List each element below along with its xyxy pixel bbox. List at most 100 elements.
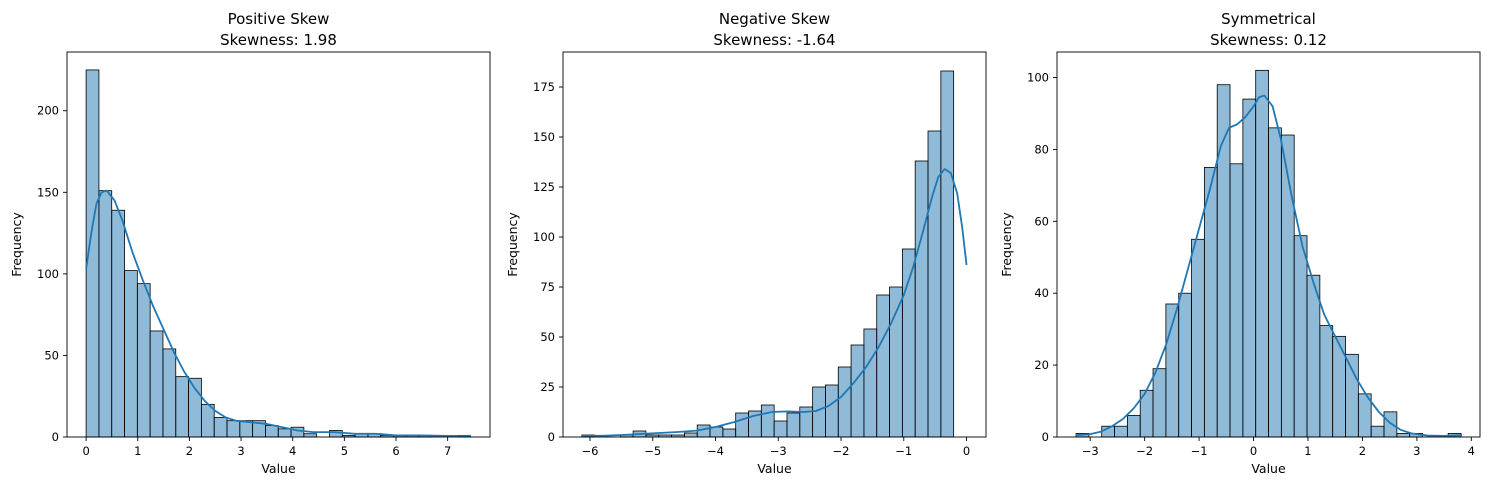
histogram-bars: [85, 69, 471, 438]
x-tick-label: −2: [833, 444, 850, 458]
x-tick-label: −4: [707, 444, 724, 458]
histogram-bar: [684, 432, 698, 438]
histogram-bar: [1293, 235, 1308, 438]
chart-panel-1: Positive Skew Skewness: 1.98 0 1 2 3 4 5 6 7 0 50 10…: [9, 10, 491, 476]
x-tick-label: −6: [582, 444, 599, 458]
x-tick-label: 4: [1468, 444, 1475, 458]
x-tick-label: −3: [1082, 444, 1099, 458]
x-tick-label: 0: [963, 444, 970, 458]
y-tick-label: 40: [1034, 286, 1049, 300]
histogram-bar: [735, 412, 749, 438]
chart-panel-2: Negative Skew Skewness: -1.64 −6 −5 −4 −3 −2 −1…: [505, 10, 987, 476]
y-tick-label: 175: [533, 80, 555, 94]
histogram-bar: [850, 344, 865, 438]
histogram-bar: [773, 420, 788, 438]
y-tick-label: 100: [1027, 71, 1049, 85]
y-tick-label: 50: [540, 330, 555, 344]
histogram-bar: [786, 412, 801, 438]
histogram-bar: [901, 248, 916, 438]
chart-title: Negative Skew: [719, 10, 830, 28]
histogram-bar: [1345, 353, 1359, 438]
y-tick-label: 100: [37, 267, 59, 281]
chart-subtitle: Skewness: 0.12: [1210, 31, 1327, 49]
histogram-bar: [876, 294, 890, 438]
y-tick-label: 20: [1034, 358, 1049, 372]
x-tick-label: −1: [1191, 444, 1208, 458]
histogram-bar: [226, 420, 241, 438]
histogram-bar: [889, 286, 903, 438]
x-tick-label: 3: [1413, 444, 1420, 458]
x-tick-label: 3: [237, 444, 244, 458]
chart-panel-3: Symmetrical Skewness: 0.12 −3 −2 −1 0 1 2 3 40 20 4…: [999, 10, 1481, 476]
histogram-bar: [1255, 69, 1269, 438]
y-tick-label: 200: [37, 104, 59, 118]
histogram-bar: [303, 433, 318, 438]
x-tick-label: 2: [1359, 444, 1366, 458]
x-tick-label: 1: [1304, 444, 1311, 458]
chart-title: Symmetrical: [1221, 10, 1316, 28]
histogram-bar: [1178, 292, 1192, 438]
y-tick-label: 0: [1042, 430, 1049, 444]
histogram-bar: [722, 428, 737, 438]
x-tick-label: 1: [134, 444, 141, 458]
histogram-bar: [1268, 127, 1282, 438]
histogram-bar: [136, 283, 151, 438]
x-axis-label: Value: [261, 461, 296, 476]
histogram-bar: [124, 270, 138, 438]
y-axis-label: Frequency: [999, 212, 1014, 277]
y-tick-label: 125: [533, 180, 555, 194]
histogram-bar: [98, 190, 113, 438]
chart-subtitle: Skewness: 1.98: [220, 31, 337, 49]
kde-line: [581, 168, 968, 437]
x-tick-label: 2: [186, 444, 193, 458]
histogram-bar: [863, 328, 878, 438]
y-axis-label: Frequency: [505, 212, 520, 277]
histogram-bar: [265, 425, 279, 438]
y-tick-label: 150: [533, 130, 555, 144]
histogram-bars: [581, 70, 955, 438]
histogram-bar: [162, 348, 177, 438]
x-tick-label: −5: [644, 444, 661, 458]
y-tick-label: 0: [52, 430, 59, 444]
histogram-bar: [1126, 415, 1141, 438]
x-tick-label: 5: [341, 444, 348, 458]
histogram-bar: [1319, 325, 1334, 438]
x-axis-label: Value: [757, 461, 792, 476]
histogram-bar: [837, 366, 852, 438]
y-tick-label: 100: [533, 230, 555, 244]
histogram-bar: [1216, 84, 1231, 438]
x-tick-label: 0: [82, 444, 89, 458]
histogram-bar: [1370, 425, 1385, 438]
y-tick-label: 150: [37, 185, 59, 199]
y-tick-label: 25: [540, 380, 555, 394]
x-axis-label: Value: [1251, 461, 1286, 476]
histogram-bars: [1075, 69, 1462, 438]
axes-frame: [1056, 51, 1481, 438]
y-tick-label: 75: [540, 280, 555, 294]
histogram-bar: [149, 330, 164, 438]
chart-subtitle: Skewness: -1.64: [713, 31, 835, 49]
kde-line: [1075, 94, 1463, 437]
histogram-bar: [1242, 98, 1257, 438]
histogram-bar: [1152, 368, 1167, 438]
x-tick-label: 7: [444, 444, 451, 458]
histogram-bar: [277, 428, 292, 438]
histogram-bar: [175, 376, 189, 438]
x-tick-label: 4: [289, 444, 296, 458]
histogram-bar: [914, 160, 929, 438]
x-tick-label: 6: [392, 444, 399, 458]
histogram-bar: [111, 209, 125, 438]
chart-title: Positive Skew: [228, 10, 330, 28]
y-tick-label: 80: [1034, 142, 1049, 156]
x-tick-label: −2: [1136, 444, 1153, 458]
histogram-bar: [1383, 411, 1398, 438]
histogram-bar: [760, 404, 775, 438]
histogram-bar: [1396, 433, 1411, 438]
x-tick-label: −1: [895, 444, 912, 458]
histogram-bar: [1229, 163, 1244, 438]
kde-line: [85, 189, 471, 437]
axes-frame: [562, 51, 987, 438]
histogram-bar: [1306, 274, 1321, 438]
histogram-bar: [940, 70, 955, 438]
